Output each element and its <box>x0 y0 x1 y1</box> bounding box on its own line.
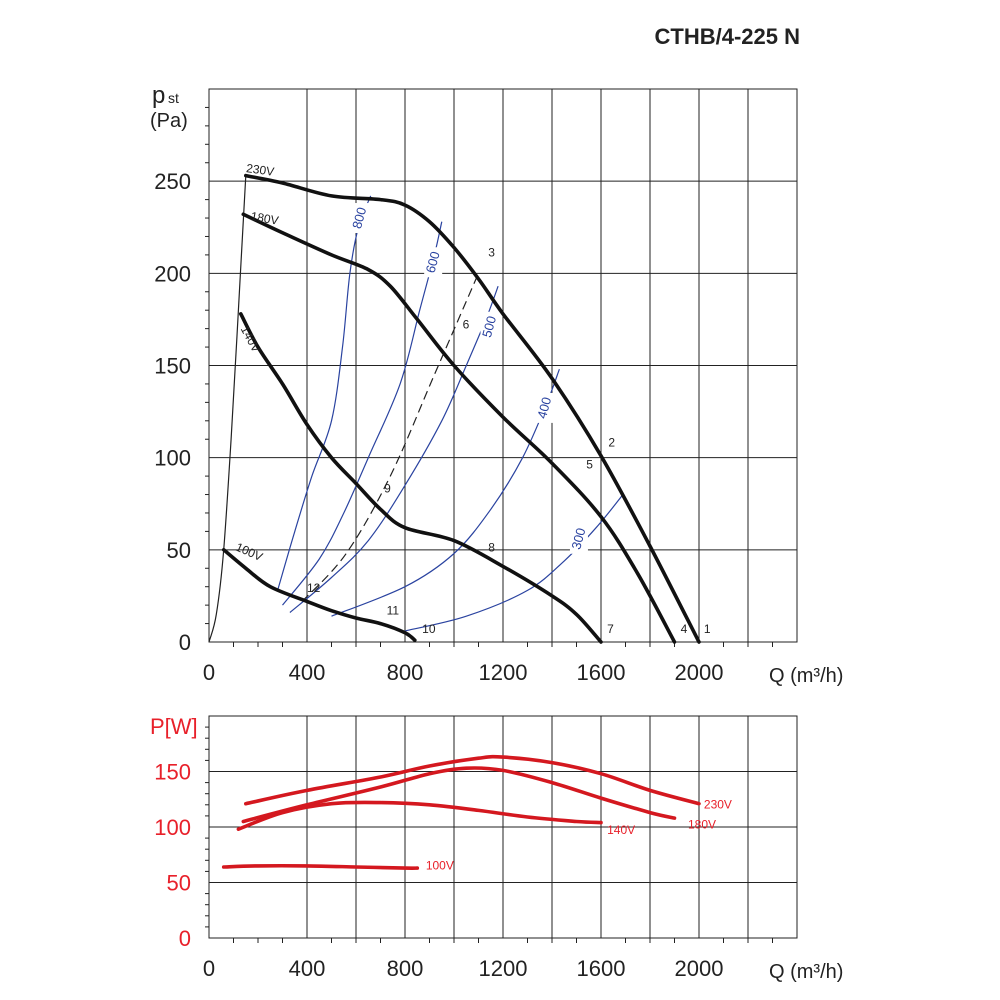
operating-point-11: 11 <box>387 603 400 617</box>
power-curve-label-180V: 180V <box>688 818 716 832</box>
power-ytick-label: 100 <box>154 815 191 840</box>
rpm-label-bg <box>535 392 554 423</box>
power-xtick-label: 1200 <box>479 956 528 981</box>
operating-point-3: 3 <box>488 246 495 260</box>
rpm-label-600: 600 <box>423 250 443 275</box>
power-xtick-label: 1600 <box>577 956 626 981</box>
rpm-curve-300 <box>404 494 624 632</box>
pressure-curve-140V <box>239 312 603 644</box>
pressure-xtick-label: 400 <box>289 660 326 685</box>
pressure-ytick-label: 50 <box>167 538 191 563</box>
power-chart: 230V 180V 140V 100V 0 50 100 150 0 400 800 1200 160… <box>150 714 843 983</box>
system-curves <box>208 175 480 643</box>
power-curve-230V <box>244 754 701 806</box>
power-xtick-label: 400 <box>289 956 326 981</box>
operating-point-6: 6 <box>463 318 470 332</box>
power-xtick-label: 2000 <box>675 956 724 981</box>
pressure-ytick-label: 250 <box>154 169 191 194</box>
power-curve-140V <box>236 800 603 831</box>
pressure-ytick-label: 100 <box>154 446 191 471</box>
operating-point-7: 7 <box>607 622 614 636</box>
rpm-curves: 800 600 500 400 300 <box>277 195 624 632</box>
power-curve-label-140V: 140V <box>607 823 635 837</box>
power-minor-ticks <box>205 726 773 943</box>
pressure-curve-180V <box>241 212 677 644</box>
pressure-ytick-label: 200 <box>154 261 191 286</box>
operating-point-5: 5 <box>586 458 593 472</box>
y-axis-label-p: p <box>152 82 165 109</box>
y-axis-label-subscript: st <box>168 90 179 106</box>
pressure-xtick-label: 0 <box>203 660 215 685</box>
pressure-xtick-label: 1600 <box>577 660 626 685</box>
power-ytick-label: 150 <box>154 760 191 785</box>
power-x-axis-label: Q (m³/h) <box>769 961 843 983</box>
power-xtick-label: 800 <box>387 956 424 981</box>
pressure-ytick-label: 150 <box>154 354 191 379</box>
x-axis-label: Q (m³/h) <box>769 665 843 687</box>
pressure-curve-label-230V: 230V <box>245 161 275 179</box>
pressure-curve-label-180V: 180V <box>250 209 280 228</box>
system-curve-dashed-system <box>301 273 480 602</box>
rpm-label-bg <box>350 203 369 234</box>
rpm-label-800: 800 <box>349 205 369 230</box>
rpm-curve-500 <box>289 285 499 613</box>
y-axis-label-unit: (Pa) <box>150 110 188 132</box>
pressure-ytick-label: 0 <box>179 630 191 655</box>
power-xtick-label: 0 <box>203 956 215 981</box>
rpm-label-bg <box>480 311 499 342</box>
pressure-xtick-label: 2000 <box>675 660 724 685</box>
pressure-grid <box>208 88 798 643</box>
power-curve-100V <box>221 863 420 870</box>
power-ytick-label: 0 <box>179 926 191 951</box>
power-grid <box>208 715 798 939</box>
operating-point-8: 8 <box>488 541 495 555</box>
system-curve-max-pressure-envelope <box>208 175 247 643</box>
power-ytick-label: 50 <box>167 871 191 896</box>
power-y-axis-label: P[W] <box>150 714 198 739</box>
pressure-curve-230V <box>244 173 701 644</box>
rpm-label-400: 400 <box>534 395 554 420</box>
power-tick-labels: 0 50 100 150 0 400 800 1200 1600 2000 <box>154 760 723 982</box>
power-curve-label-230V: 230V <box>704 798 732 812</box>
pressure-xtick-label: 800 <box>387 660 424 685</box>
pressure-xtick-label: 1200 <box>479 660 528 685</box>
rpm-label-bg <box>569 523 588 554</box>
operating-point-10: 10 <box>422 622 436 636</box>
power-series: 230V 180V 140V 100V <box>221 754 732 873</box>
pressure-minor-ticks <box>205 106 773 647</box>
rpm-curve-800 <box>277 195 372 591</box>
power-curve-180V <box>241 766 677 824</box>
operating-point-4: 4 <box>681 622 688 636</box>
pressure-curve-label-140V: 140V <box>238 323 264 354</box>
rpm-label-300: 300 <box>568 526 588 551</box>
power-curve-label-100V: 100V <box>426 859 454 873</box>
operating-point-2: 2 <box>608 436 615 450</box>
pressure-curve-100V <box>221 548 417 642</box>
operating-point-12: 12 <box>307 581 321 595</box>
chart-title: CTHB/4-225 N <box>655 24 800 49</box>
rpm-label-500: 500 <box>479 314 499 339</box>
operating-point-9: 9 <box>384 482 391 496</box>
rpm-label-bg <box>424 247 443 278</box>
operating-point-1: 1 <box>704 622 711 636</box>
